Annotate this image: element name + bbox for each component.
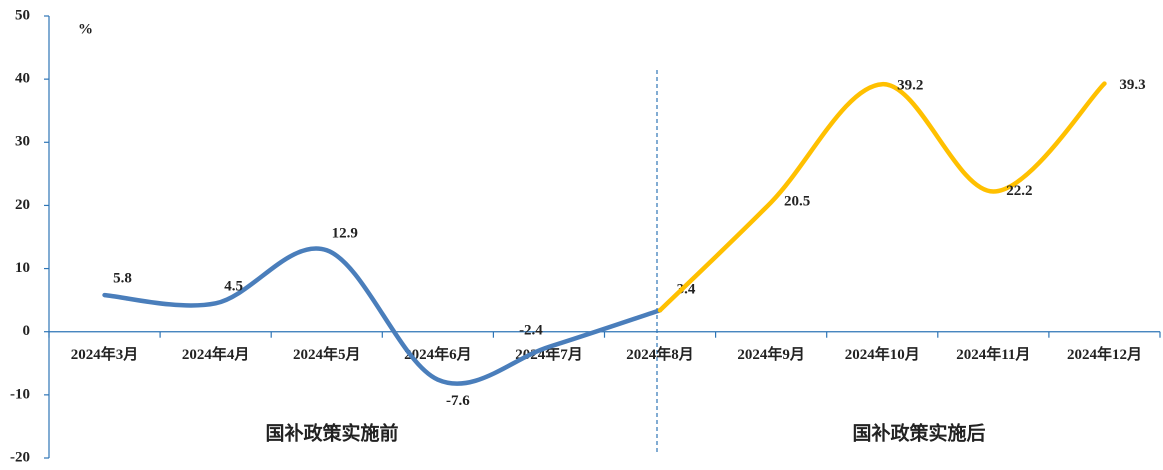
data-label: 20.5 xyxy=(784,194,810,210)
data-label: 39.3 xyxy=(1119,77,1145,93)
data-label: -7.6 xyxy=(446,393,470,409)
unit-label: % xyxy=(78,21,93,37)
x-tick-label: 2024年12月 xyxy=(1067,345,1142,363)
data-label: 39.2 xyxy=(897,78,923,94)
y-tick-label: 50 xyxy=(15,7,30,23)
x-tick-label: 2024年3月 xyxy=(71,345,139,363)
x-tick-label: 2024年11月 xyxy=(956,345,1030,363)
x-tick-label: 2024年8月 xyxy=(626,345,694,363)
data-label: 3.4 xyxy=(677,282,696,298)
y-tick-label: 10 xyxy=(15,260,30,276)
y-tick-label: 40 xyxy=(15,71,30,87)
data-label: 4.5 xyxy=(224,279,243,295)
line-series xyxy=(657,81,1107,313)
data-label: 5.8 xyxy=(113,271,132,287)
x-tick-label: 2024年7月 xyxy=(515,345,583,363)
x-tick-label: 2024年5月 xyxy=(293,345,361,363)
data-label: 22.2 xyxy=(1006,183,1032,199)
y-tick-label: 20 xyxy=(15,197,30,213)
x-tick-label: 2024年9月 xyxy=(737,345,805,363)
y-tick-label: -20 xyxy=(10,449,30,465)
annotation: 国补政策实施前 xyxy=(265,422,398,445)
y-tick-label: -10 xyxy=(10,386,30,402)
data-label: 12.9 xyxy=(332,226,358,242)
y-tick-label: 30 xyxy=(15,134,30,150)
line-series xyxy=(102,246,663,386)
x-tick-label: 2024年10月 xyxy=(845,345,920,363)
x-tick-label: 2024年4月 xyxy=(182,345,250,363)
x-tick-label: 2024年6月 xyxy=(404,345,472,363)
data-label: -2.4 xyxy=(519,322,543,338)
y-tick-label: 0 xyxy=(23,323,31,339)
annotation: 国补政策实施后 xyxy=(852,422,985,445)
